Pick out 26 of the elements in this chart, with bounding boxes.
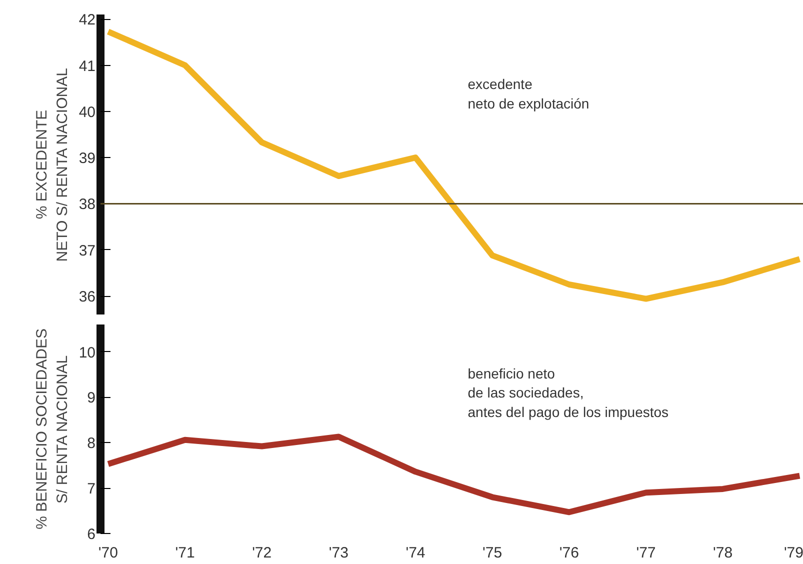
y-tick-label: 38 [78,196,96,214]
x-tick-label: '72 [252,544,272,562]
y-tick-label: 41 [78,58,96,75]
y-tick-label: 10 [78,344,96,362]
x-tick-label: '78 [713,544,733,562]
y-axis-title: % BENEFICIO SOCIEDADES S/ RENTA NACIONAL [33,328,71,530]
text: beneficio neto de las sociedades, antes del pago de los impuestos [468,366,669,420]
y-axis-title: % EXCEDENTE NETO S/ RENTA NACIONAL [33,68,71,262]
y-tick-label: 39 [78,150,96,168]
x-tick-label: '76 [559,544,579,562]
x-tick-label: '79 [784,544,803,562]
x-tick-label: '75 [482,544,502,562]
x-tick-label: '73 [328,544,348,562]
x-tick-label: '74 [406,544,426,562]
x-tick-label: '70 [98,544,118,562]
y-tick-label: 6 [87,526,96,543]
y-tick-label: 37 [78,242,96,260]
x-tick-label: '77 [636,544,656,562]
y-tick-label: 40 [78,104,96,121]
y-tick-label: 7 [87,480,96,498]
text: excedente neto de explotación [468,76,590,112]
y-tick-label: 9 [87,390,96,407]
y-tick-label: 36 [78,288,96,306]
x-tick-label: '71 [175,544,195,562]
y-tick-label: 8 [87,435,96,452]
y-tick-label: 42 [78,12,96,29]
